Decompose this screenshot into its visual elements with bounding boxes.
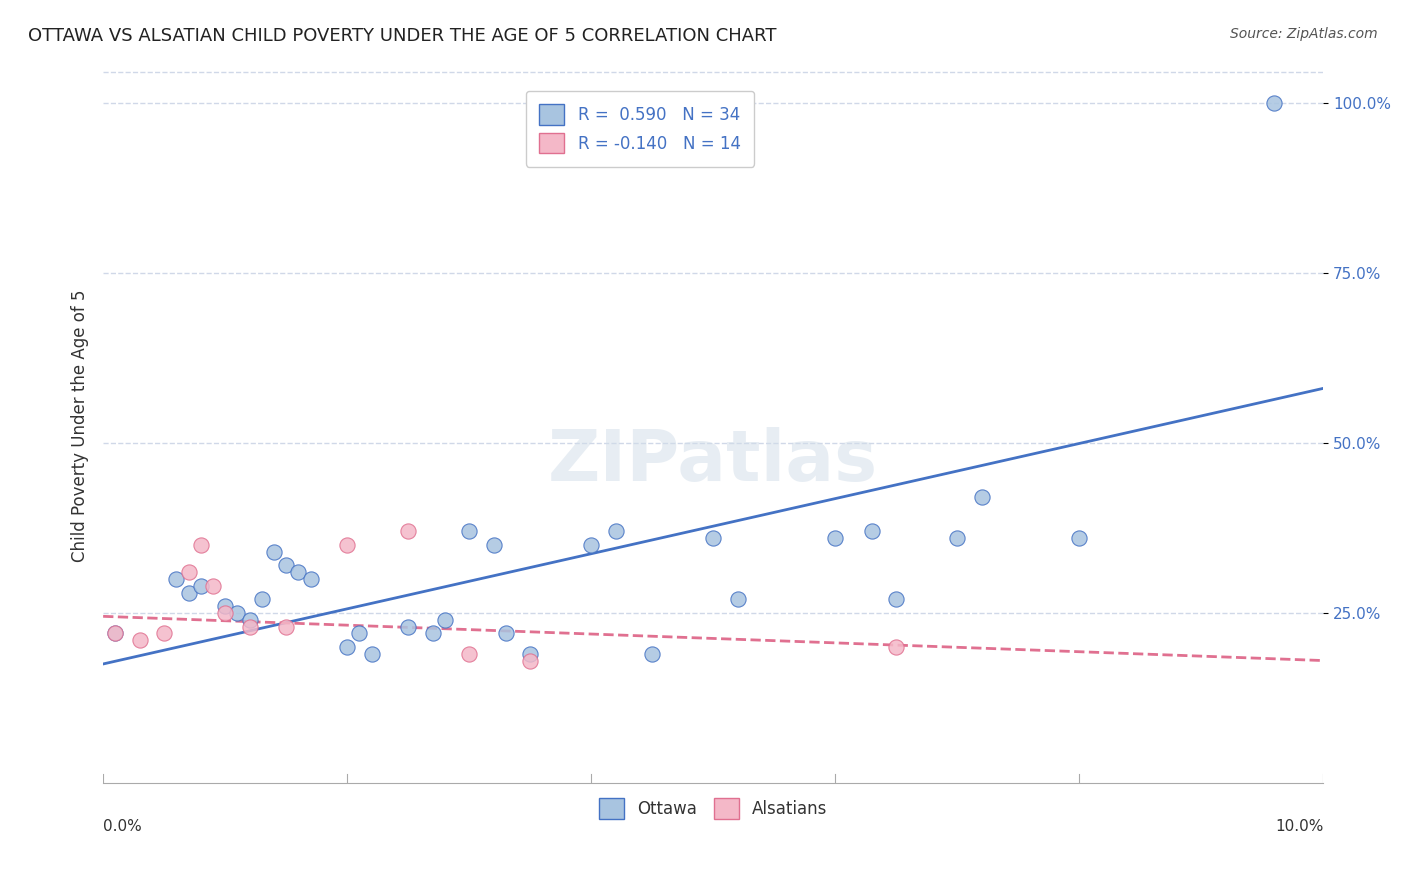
Point bbox=[579, 538, 602, 552]
Point bbox=[226, 606, 249, 620]
Point bbox=[104, 626, 127, 640]
Point bbox=[128, 633, 150, 648]
Point bbox=[276, 619, 298, 633]
Text: 10.0%: 10.0% bbox=[1275, 819, 1323, 834]
Point bbox=[860, 524, 883, 539]
Point bbox=[153, 626, 176, 640]
Text: Source: ZipAtlas.com: Source: ZipAtlas.com bbox=[1230, 27, 1378, 41]
Point bbox=[970, 490, 993, 504]
Text: 0.0%: 0.0% bbox=[103, 819, 142, 834]
Point bbox=[177, 565, 200, 579]
Point bbox=[360, 647, 382, 661]
Y-axis label: Child Poverty Under the Age of 5: Child Poverty Under the Age of 5 bbox=[72, 290, 89, 562]
Point bbox=[482, 538, 505, 552]
Point bbox=[250, 592, 273, 607]
Point bbox=[104, 626, 127, 640]
Point bbox=[263, 544, 285, 558]
Point bbox=[177, 585, 200, 599]
Point bbox=[1069, 531, 1091, 545]
Point bbox=[1263, 95, 1285, 110]
Point bbox=[946, 531, 969, 545]
Point bbox=[519, 654, 541, 668]
Point bbox=[422, 626, 444, 640]
Point bbox=[702, 531, 724, 545]
Point bbox=[605, 524, 627, 539]
Point bbox=[287, 565, 309, 579]
Point bbox=[458, 647, 481, 661]
Point bbox=[190, 579, 212, 593]
Point bbox=[214, 599, 236, 614]
Point bbox=[396, 524, 419, 539]
Point bbox=[299, 572, 322, 586]
Point bbox=[458, 524, 481, 539]
Point bbox=[519, 647, 541, 661]
Point bbox=[165, 572, 187, 586]
Text: ZIPatlas: ZIPatlas bbox=[548, 427, 879, 496]
Point bbox=[336, 640, 359, 654]
Point bbox=[238, 613, 260, 627]
Point bbox=[238, 619, 260, 633]
Text: OTTAWA VS ALSATIAN CHILD POVERTY UNDER THE AGE OF 5 CORRELATION CHART: OTTAWA VS ALSATIAN CHILD POVERTY UNDER T… bbox=[28, 27, 776, 45]
Point bbox=[824, 531, 846, 545]
Point bbox=[396, 619, 419, 633]
Point bbox=[336, 538, 359, 552]
Point bbox=[884, 592, 907, 607]
Point bbox=[349, 626, 371, 640]
Point bbox=[201, 579, 224, 593]
Point bbox=[433, 613, 456, 627]
Point bbox=[727, 592, 749, 607]
Point bbox=[214, 606, 236, 620]
Point bbox=[495, 626, 517, 640]
Legend: Ottawa, Alsatians: Ottawa, Alsatians bbox=[585, 785, 841, 832]
Point bbox=[884, 640, 907, 654]
Point bbox=[641, 647, 664, 661]
Point bbox=[190, 538, 212, 552]
Point bbox=[276, 558, 298, 573]
